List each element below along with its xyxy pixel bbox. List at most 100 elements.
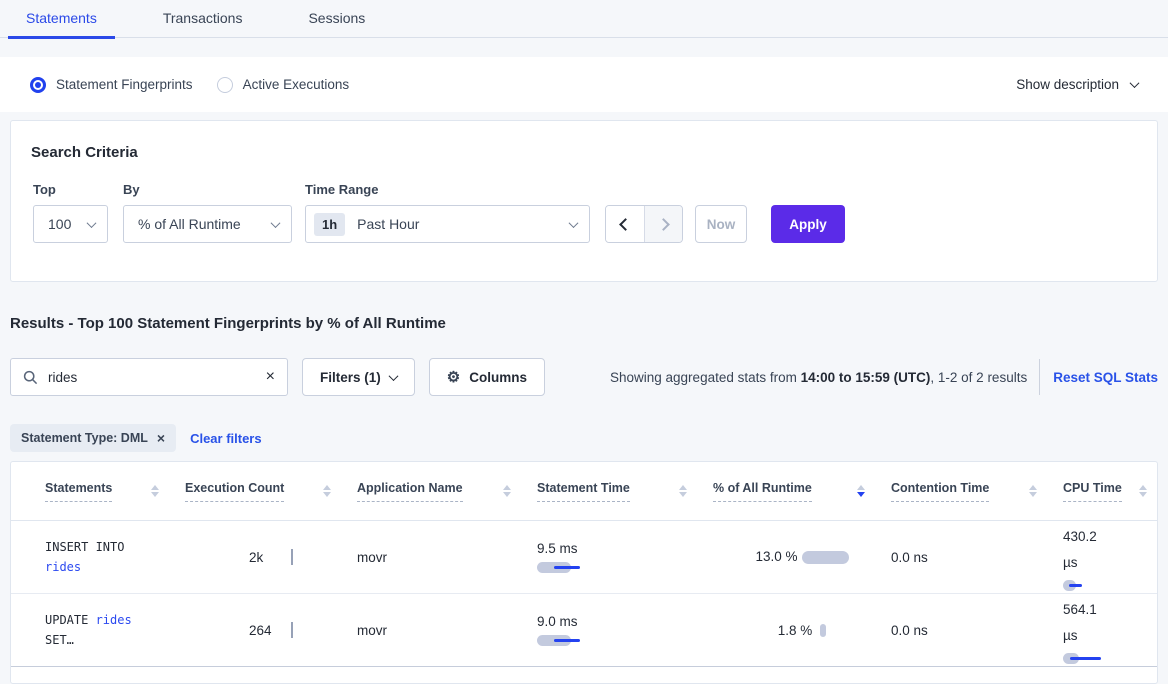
column-header-contention-time[interactable]: Contention Time: [891, 481, 1063, 502]
filters-button-label: Filters (1): [320, 369, 381, 385]
execution-count-cell: 264: [185, 594, 357, 666]
application-name-cell: movr: [357, 622, 387, 638]
cpu-time-bar: [1063, 652, 1123, 664]
divider: [1039, 359, 1041, 395]
cpu-time-bar: [1063, 579, 1123, 591]
execution-count-cell: 2k: [185, 521, 357, 593]
time-range-badge: 1h: [314, 212, 346, 236]
now-button[interactable]: Now: [695, 205, 747, 243]
pct-runtime-bar: [801, 550, 849, 564]
time-range-label: Time Range: [305, 182, 379, 197]
column-header-application-name[interactable]: Application Name: [357, 481, 537, 502]
tab-sessions[interactable]: Sessions: [308, 10, 366, 26]
aggregated-stats-text: Showing aggregated stats from 14:00 to 1…: [610, 369, 1028, 385]
chevron-left-icon: [618, 217, 632, 231]
time-prev-button[interactable]: [606, 206, 644, 242]
sort-icon[interactable]: [151, 484, 159, 498]
time-next-button[interactable]: [644, 206, 682, 242]
table-row: UPDATE rides SET… 264 movr 9.0 ms 1.8 % …: [11, 594, 1157, 667]
contention-time-cell: 0.0 ns: [891, 549, 928, 565]
statement-fingerprint-link[interactable]: INSERT INTO rides: [45, 540, 125, 574]
count-bar: [291, 549, 293, 565]
chevron-down-icon: [86, 217, 97, 228]
tab-statements[interactable]: Statements: [8, 10, 115, 39]
columns-button[interactable]: ⚙ Columns: [428, 358, 545, 396]
sort-icon[interactable]: [1139, 484, 1147, 498]
sort-icon-active-desc[interactable]: [857, 484, 865, 498]
radio-label: Statement Fingerprints: [56, 77, 193, 92]
chevron-down-icon: [568, 217, 579, 228]
table-row: INSERT INTO rides 2k movr 9.5 ms 13.0 % …: [11, 521, 1157, 594]
radio-selected-icon: [30, 76, 46, 93]
top-select-value: 100: [48, 216, 72, 232]
show-description-toggle[interactable]: Show description: [1016, 77, 1140, 92]
pct-runtime-cell: 13.0 %: [713, 521, 891, 593]
pct-runtime-cell: 1.8 %: [713, 594, 891, 666]
show-description-label: Show description: [1016, 77, 1119, 92]
column-header-statements[interactable]: Statements: [45, 481, 185, 502]
time-range-pager: [605, 205, 683, 243]
view-mode-bar: Statement Fingerprints Active Executions…: [0, 57, 1168, 112]
pct-runtime-bar: [820, 623, 827, 637]
sort-icon[interactable]: [503, 484, 511, 498]
cpu-time-cell: 564.1 µs: [1063, 594, 1157, 666]
time-range-value: Past Hour: [357, 216, 420, 232]
statement-time-bar: [537, 562, 597, 573]
time-range-field: Time Range 1h Past Hour: [305, 182, 590, 243]
count-bar: [291, 622, 293, 638]
sort-icon[interactable]: [679, 484, 687, 498]
results-heading: Results - Top 100 Statement Fingerprints…: [10, 315, 446, 332]
active-filters-bar: Statement Type: DML × Clear filters: [10, 424, 1158, 452]
search-criteria-controls: Top 100 By % of All Runtime Time Range 1…: [31, 182, 1137, 243]
clear-search-icon[interactable]: ×: [265, 368, 275, 385]
time-range-select[interactable]: 1h Past Hour: [305, 205, 590, 243]
application-name-cell: movr: [357, 549, 387, 565]
radio-label: Active Executions: [242, 77, 350, 92]
search-criteria-title: Search Criteria: [31, 144, 138, 161]
remove-filter-icon[interactable]: ×: [156, 430, 166, 446]
radio-statement-fingerprints[interactable]: Statement Fingerprints: [30, 76, 193, 93]
cpu-time-cell: 430.2 µs: [1063, 521, 1157, 593]
statement-fingerprint-link[interactable]: UPDATE rides SET…: [45, 613, 132, 647]
column-header-execution-count[interactable]: Execution Count: [185, 481, 357, 502]
search-input[interactable]: [48, 369, 266, 385]
top-label: Top: [33, 182, 56, 197]
columns-button-label: Columns: [469, 369, 527, 385]
results-toolbar: × Filters (1) ⚙ Columns Showing aggregat…: [10, 358, 1158, 396]
by-label: By: [123, 182, 140, 197]
by-select-value: % of All Runtime: [138, 216, 241, 232]
reset-sql-stats-link[interactable]: Reset SQL Stats: [1053, 369, 1158, 385]
search-criteria-panel: Search Criteria Top 100 By % of All Runt…: [10, 120, 1158, 282]
gear-icon: ⚙: [446, 368, 461, 386]
by-select[interactable]: % of All Runtime: [123, 205, 292, 243]
filters-button[interactable]: Filters (1): [302, 358, 415, 396]
column-header-statement-time[interactable]: Statement Time: [537, 481, 713, 502]
filter-pill-label: Statement Type: DML: [21, 431, 148, 445]
statements-table: Statements Execution Count Application N…: [10, 461, 1158, 684]
chevron-down-icon: [270, 217, 281, 228]
clear-filters-link[interactable]: Clear filters: [190, 430, 262, 446]
apply-button[interactable]: Apply: [771, 205, 845, 243]
top-field: Top 100: [33, 182, 108, 243]
search-icon: [23, 370, 38, 384]
filter-pill-statement-type[interactable]: Statement Type: DML ×: [10, 424, 177, 452]
column-header-pct-of-all-runtime[interactable]: % of All Runtime: [713, 481, 891, 502]
radio-unselected-icon: [216, 76, 233, 93]
page-tabs: Statements Transactions Sessions: [0, 0, 1168, 39]
statement-time-bar: [537, 635, 597, 646]
sort-icon[interactable]: [323, 484, 331, 498]
column-header-cpu-time[interactable]: CPU Time: [1063, 481, 1157, 502]
chevron-right-icon: [657, 217, 670, 231]
radio-active-executions[interactable]: Active Executions: [216, 76, 350, 93]
sort-icon[interactable]: [1029, 484, 1037, 498]
contention-time-cell: 0.0 ns: [891, 622, 928, 638]
search-box: ×: [10, 358, 288, 396]
statement-time-cell: 9.5 ms: [537, 521, 713, 593]
chevron-down-icon: [1129, 78, 1140, 89]
statement-time-cell: 9.0 ms: [537, 594, 713, 666]
tab-transactions[interactable]: Transactions: [162, 10, 243, 26]
by-field: By % of All Runtime: [123, 182, 292, 243]
table-header-row: Statements Execution Count Application N…: [11, 462, 1157, 521]
top-select[interactable]: 100: [33, 205, 108, 243]
